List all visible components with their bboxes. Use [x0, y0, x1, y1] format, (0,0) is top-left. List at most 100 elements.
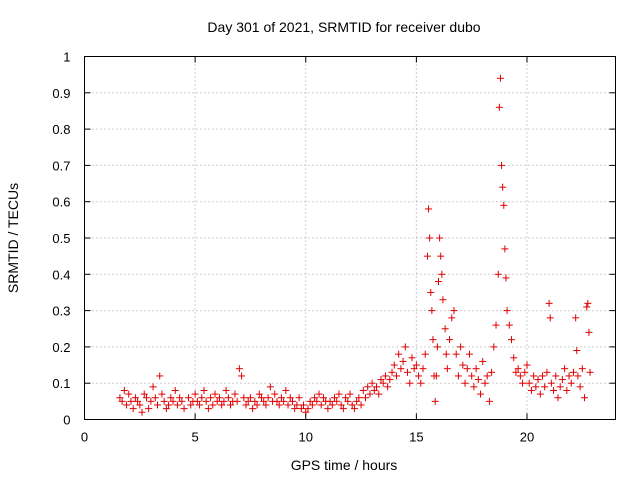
data-point: [448, 314, 456, 322]
data-point: [184, 394, 192, 402]
data-point: [350, 405, 358, 413]
y-tick-label: 0: [63, 413, 70, 428]
grid-lines: [84, 56, 616, 420]
data-point: [319, 394, 327, 402]
data-point: [140, 390, 148, 398]
data-point: [160, 397, 168, 405]
plot-frame: [84, 56, 616, 420]
data-point: [300, 401, 308, 409]
y-tick-label: 0.3: [52, 304, 70, 319]
data-point: [359, 386, 367, 394]
data-point: [306, 397, 314, 405]
data-point: [379, 379, 387, 387]
data-point: [397, 365, 405, 373]
data-point: [273, 397, 281, 405]
data-point: [494, 270, 502, 278]
data-point: [457, 343, 465, 351]
data-point: [426, 234, 434, 242]
data-point: [200, 386, 208, 394]
y-tick-label: 0.2: [52, 340, 70, 355]
data-point: [516, 372, 524, 380]
data-point: [291, 405, 299, 413]
data-point: [313, 397, 321, 405]
data-point: [129, 405, 137, 413]
data-point: [162, 405, 170, 413]
data-point: [120, 386, 128, 394]
data-point: [353, 397, 361, 405]
data-point: [266, 383, 274, 391]
data-point: [147, 397, 155, 405]
data-point: [500, 201, 508, 209]
data-point: [454, 372, 462, 380]
data-point: [295, 394, 303, 402]
data-point: [317, 401, 325, 409]
data-point: [326, 397, 334, 405]
data-point: [187, 401, 195, 409]
data-point: [532, 383, 540, 391]
data-point: [585, 328, 593, 336]
data-point: [224, 394, 232, 402]
data-point: [136, 401, 144, 409]
data-point: [209, 401, 217, 409]
data-point: [364, 383, 372, 391]
data-point: [470, 383, 478, 391]
data-point: [586, 368, 594, 376]
data-point: [242, 401, 250, 409]
data-point: [331, 394, 339, 402]
data-point: [304, 405, 312, 413]
data-point: [415, 372, 423, 380]
data-point: [297, 405, 305, 413]
data-point: [158, 390, 166, 398]
data-point: [262, 401, 270, 409]
y-tick-label: 0.5: [52, 231, 70, 246]
data-point: [419, 365, 427, 373]
data-point: [427, 288, 435, 296]
data-point: [423, 252, 431, 260]
data-point: [240, 394, 248, 402]
data-point: [490, 343, 498, 351]
data-point: [432, 372, 440, 380]
data-point: [361, 394, 369, 402]
data-point: [288, 397, 296, 405]
data-point: [573, 347, 581, 355]
data-point: [123, 401, 131, 409]
y-axis-label: SRMTID / TECUs: [5, 183, 21, 293]
y-tick-label: 1: [63, 50, 70, 65]
data-point: [452, 350, 460, 358]
data-point: [198, 394, 206, 402]
data-point: [344, 397, 352, 405]
data-point: [315, 390, 323, 398]
data-point: [249, 405, 257, 413]
data-point: [446, 336, 454, 344]
data-point: [149, 383, 157, 391]
data-point: [156, 372, 164, 380]
data-point: [584, 299, 592, 307]
data-point: [342, 394, 350, 402]
data-point: [390, 361, 398, 369]
data-point: [558, 376, 566, 384]
data-point: [204, 405, 212, 413]
y-tick-label: 0.1: [52, 376, 70, 391]
data-point: [169, 397, 177, 405]
data-point: [459, 361, 467, 369]
data-point: [251, 397, 259, 405]
y-tick-label: 0.9: [52, 86, 70, 101]
data-point: [574, 372, 582, 380]
data-point: [546, 314, 554, 322]
data-point: [191, 390, 199, 398]
data-point: [151, 394, 159, 402]
data-point: [481, 379, 489, 387]
data-point: [142, 394, 150, 402]
data-point: [463, 365, 471, 373]
data-point: [227, 401, 235, 409]
data-point: [118, 397, 126, 405]
data-point: [384, 383, 392, 391]
data-point: [392, 372, 400, 380]
data-point: [165, 401, 173, 409]
data-point: [552, 372, 560, 380]
data-point: [271, 390, 279, 398]
data-point: [231, 390, 239, 398]
data-point: [125, 390, 133, 398]
data-point: [525, 379, 533, 387]
